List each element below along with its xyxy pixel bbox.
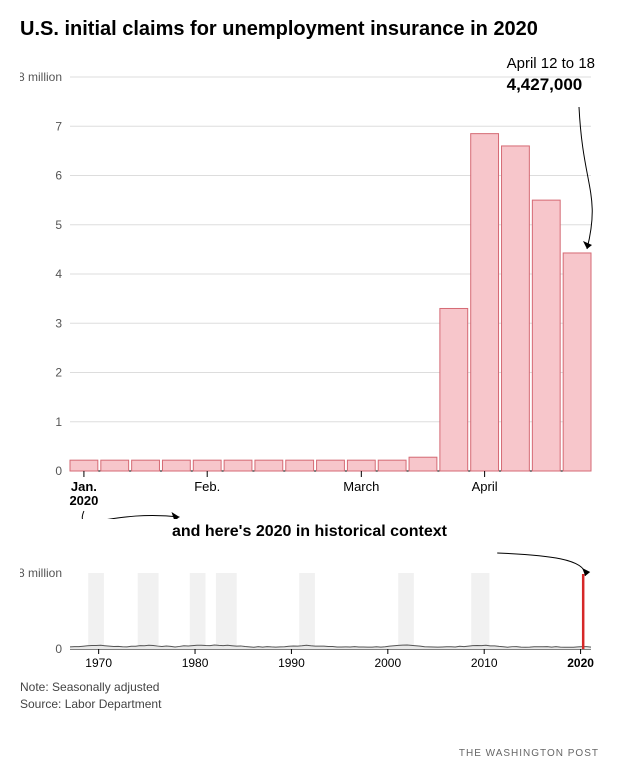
svg-text:5: 5 — [55, 218, 62, 232]
callout-date: April 12 to 18 — [507, 54, 595, 74]
footnote-note: Note: Seasonally adjusted — [20, 679, 599, 696]
context-label: and here's 2020 in historical context — [20, 523, 599, 541]
svg-text:1980: 1980 — [182, 656, 209, 670]
svg-text:8 million: 8 million — [20, 70, 62, 84]
svg-text:0: 0 — [55, 642, 62, 656]
callout-value: 4,427,000 — [507, 74, 595, 96]
callout-annotation: April 12 to 18 4,427,000 — [507, 54, 595, 96]
svg-text:March: March — [343, 479, 379, 494]
svg-text:Feb.: Feb. — [194, 479, 220, 494]
svg-text:1: 1 — [55, 415, 62, 429]
svg-text:6: 6 — [55, 169, 62, 183]
svg-text:2010: 2010 — [471, 656, 498, 670]
svg-text:4: 4 — [55, 267, 62, 281]
svg-text:2000: 2000 — [374, 656, 401, 670]
svg-text:3: 3 — [55, 316, 62, 330]
brand-credit: THE WASHINGTON POST — [459, 748, 599, 759]
footnotes: Note: Seasonally adjusted Source: Labor … — [20, 679, 599, 713]
svg-text:2020: 2020 — [69, 493, 98, 508]
svg-text:1970: 1970 — [85, 656, 112, 670]
svg-text:2: 2 — [55, 366, 62, 380]
chart-title: U.S. initial claims for unemployment ins… — [20, 18, 599, 41]
main-bar-chart: 0 1 2 3 4 5 6 7 8 million Jan.2020 Feb. March April — [20, 59, 599, 519]
svg-text:April: April — [472, 479, 498, 494]
svg-text:2020: 2020 — [567, 656, 594, 670]
svg-text:1990: 1990 — [278, 656, 305, 670]
svg-text:8 million: 8 million — [20, 566, 62, 580]
context-area-chart: 0 8 million 1970 1980 1990 2000 2010 2020 — [20, 551, 599, 671]
svg-text:7: 7 — [55, 119, 62, 133]
footnote-source: Source: Labor Department — [20, 696, 599, 713]
svg-text:0: 0 — [55, 464, 62, 478]
svg-text:Jan.: Jan. — [71, 479, 97, 494]
